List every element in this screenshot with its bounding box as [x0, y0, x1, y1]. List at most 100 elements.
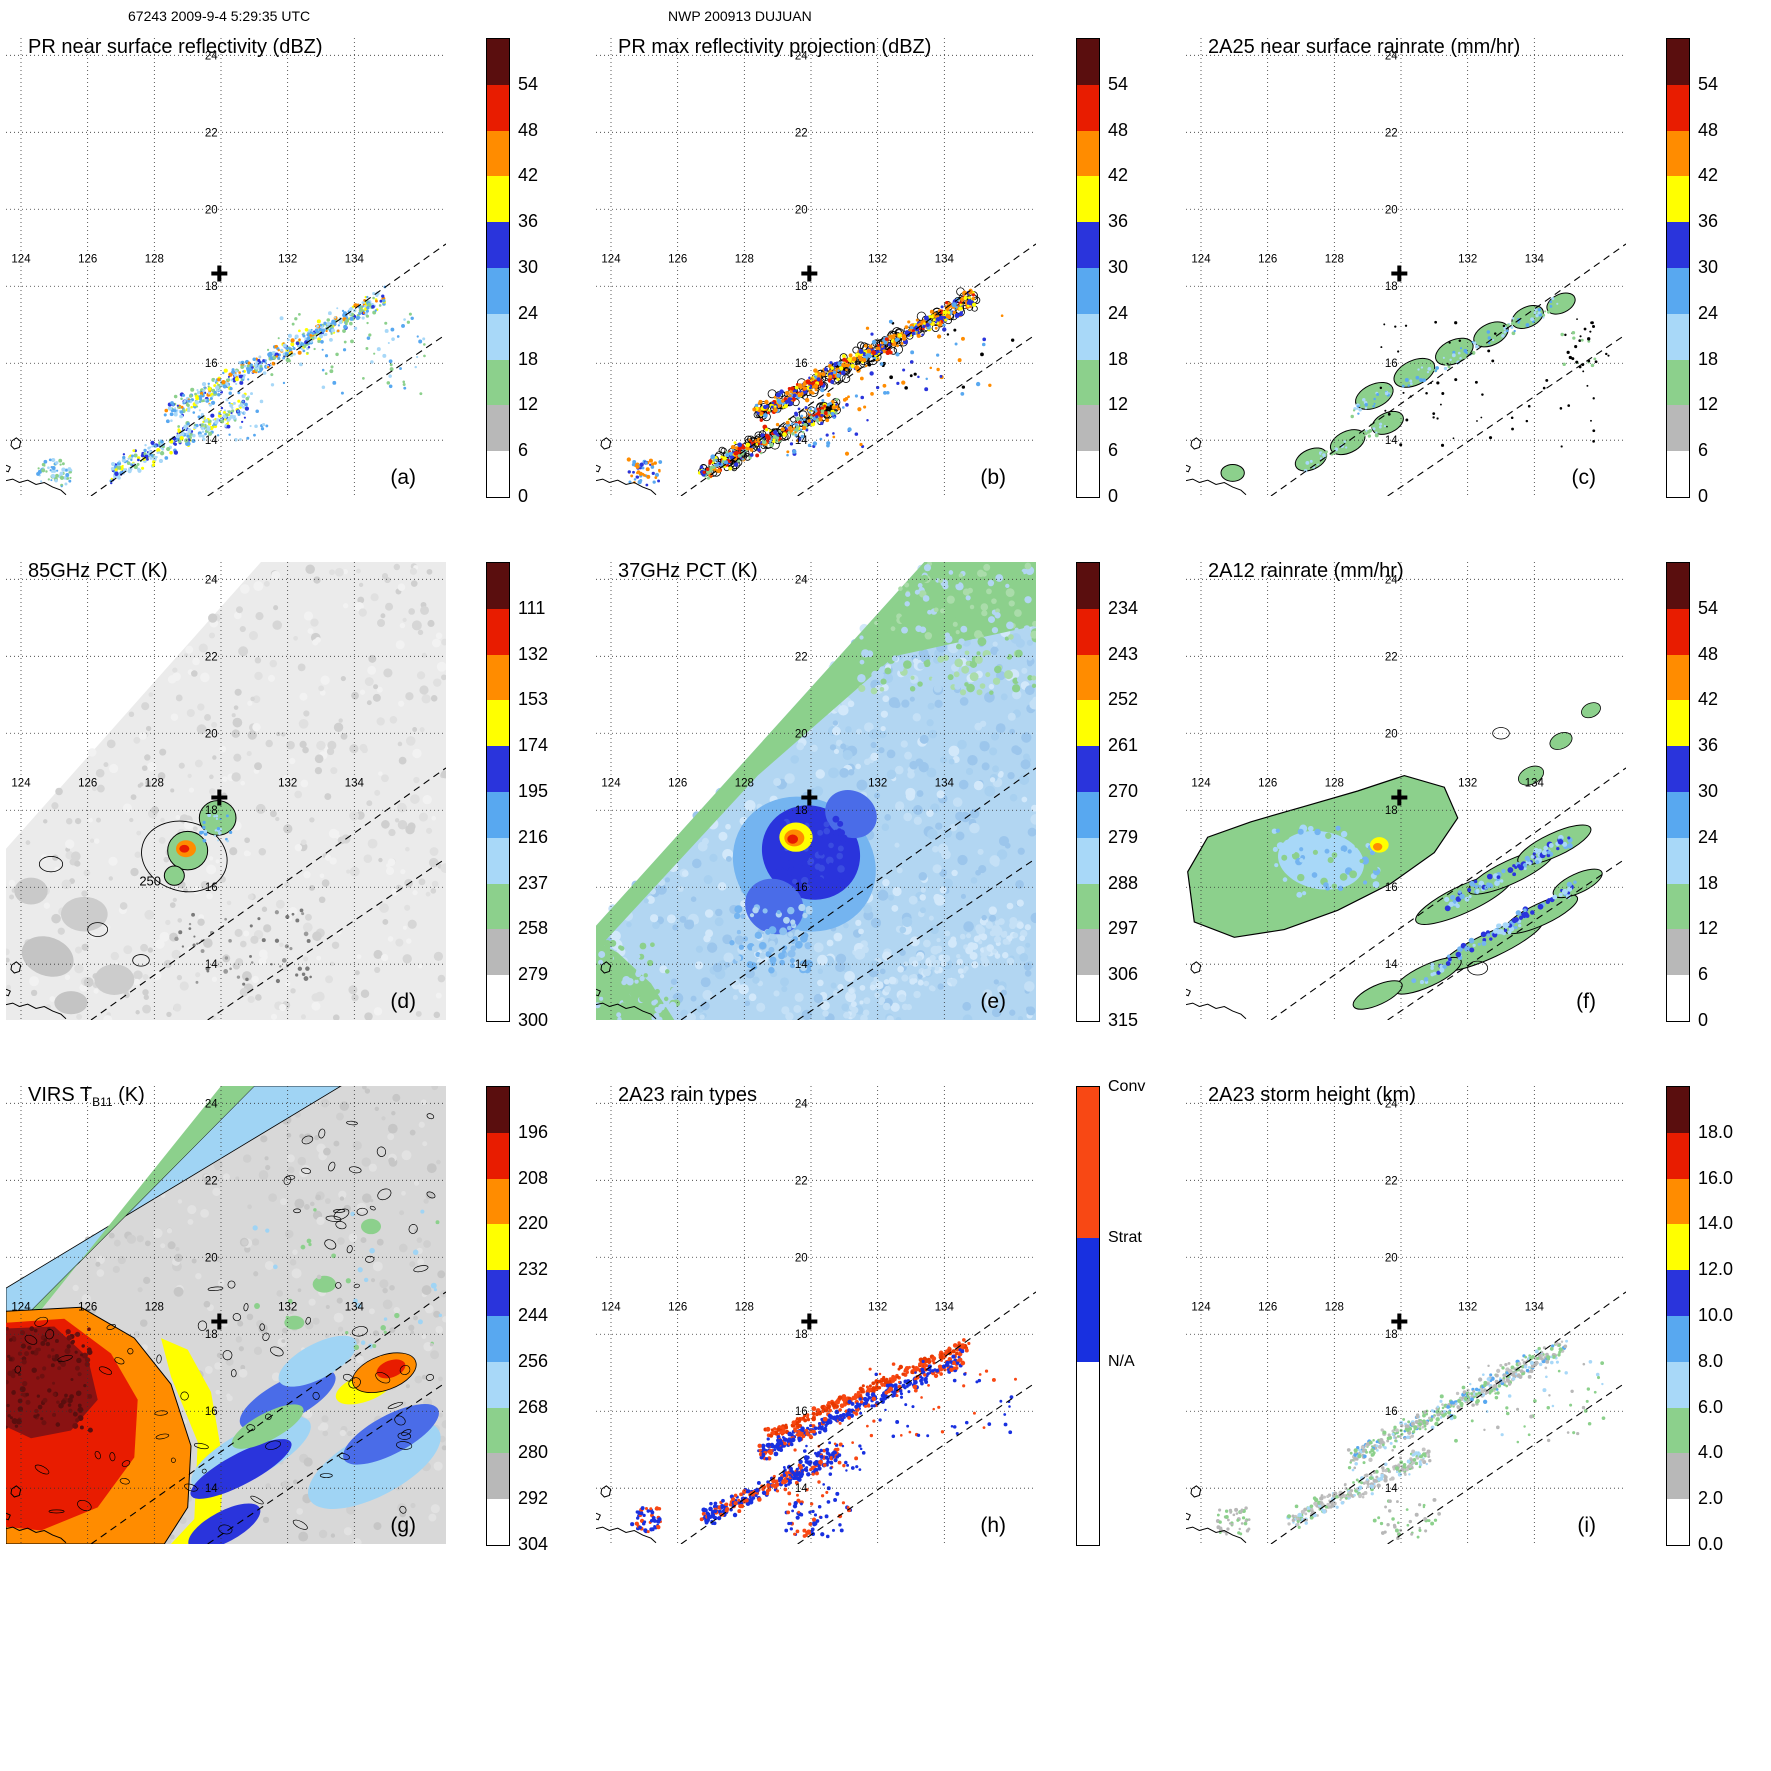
- map-circle: [1297, 828, 1304, 835]
- map-circle: [409, 1261, 416, 1268]
- map-circle: [415, 1010, 422, 1017]
- map-circle: [239, 438, 242, 441]
- map-circle: [875, 385, 880, 390]
- map-circle: [632, 470, 635, 474]
- map-circle: [1339, 850, 1345, 857]
- map-circle: [320, 675, 330, 685]
- map-circle: [953, 671, 960, 678]
- map-circle: [228, 830, 233, 834]
- map-circle: [1515, 910, 1522, 916]
- map-circle: [1457, 351, 1461, 355]
- map-circle: [951, 982, 956, 987]
- map-circle: [275, 899, 285, 909]
- map-circle: [1373, 402, 1376, 405]
- map-circle: [352, 1140, 362, 1151]
- map-circle: [298, 718, 309, 729]
- map-circle: [845, 726, 852, 733]
- map-text: 22: [795, 651, 808, 663]
- map-circle: [74, 860, 81, 867]
- map-circle: [950, 936, 957, 943]
- map-circle: [1405, 418, 1409, 422]
- map-circle: [1402, 375, 1406, 380]
- map-circle: [965, 595, 971, 601]
- map-circle: [1537, 903, 1544, 910]
- map-circle: [658, 460, 663, 464]
- map-circle: [277, 348, 280, 352]
- panel-title-text: 2A12 rainrate (mm/hr): [1208, 560, 1404, 582]
- map-circle: [1021, 667, 1028, 674]
- map-circle: [142, 974, 149, 981]
- map-circle: [869, 960, 881, 972]
- map-circle: [978, 934, 983, 939]
- map-circle: [1562, 841, 1568, 847]
- map-circle: [294, 317, 298, 321]
- map-circle: [923, 980, 930, 987]
- map-circle: [177, 425, 181, 428]
- map-circle: [923, 564, 932, 572]
- map-circle: [201, 430, 205, 433]
- map-circle: [992, 948, 997, 954]
- colorbar-segment: [1667, 654, 1689, 701]
- map-circle: [654, 1007, 660, 1012]
- map-circle: [207, 420, 211, 424]
- map-circle: [301, 912, 305, 916]
- map-circle: [807, 443, 812, 448]
- map-circle: [885, 350, 891, 356]
- map-circle: [1576, 318, 1578, 321]
- map-circle: [787, 949, 796, 958]
- map-circle: [192, 826, 198, 832]
- colorbar-tick: 237: [518, 872, 549, 893]
- map-circle: [948, 570, 954, 575]
- map-circle: [929, 309, 934, 314]
- map-circle: [992, 641, 998, 647]
- map-circle: [859, 1000, 864, 1005]
- map-circle: [1297, 873, 1305, 882]
- map-circle: [1562, 362, 1566, 367]
- map-circle: [888, 335, 891, 339]
- map-circle: [939, 374, 943, 378]
- map-circle: [951, 869, 958, 877]
- map-path: [1190, 437, 1202, 450]
- map-circle: [1442, 356, 1445, 359]
- map-circle: [437, 974, 446, 983]
- map-circle: [207, 385, 210, 388]
- map-circle: [1505, 329, 1509, 333]
- map-circle: [1511, 427, 1514, 431]
- map-circle: [1430, 972, 1435, 977]
- map-text: 132: [278, 253, 297, 265]
- map-circle: [113, 1239, 121, 1247]
- map-circle: [416, 671, 426, 680]
- map-circle: [270, 963, 273, 966]
- map-circle: [225, 814, 229, 818]
- map-circle: [61, 462, 65, 466]
- colorbar-segment: [487, 268, 509, 314]
- map-circle: [734, 905, 743, 914]
- map-circle: [662, 1002, 668, 1008]
- map-circle: [324, 1198, 331, 1204]
- map-circle: [809, 386, 812, 390]
- map-circle: [388, 828, 396, 837]
- colorbar-tick: 279: [518, 964, 549, 985]
- map-circle: [879, 968, 886, 975]
- map-circle: [192, 943, 196, 947]
- map-circle: [299, 908, 304, 913]
- map-circle: [141, 466, 145, 470]
- map-circle: [734, 955, 742, 962]
- map-circle: [1373, 397, 1376, 401]
- map-circle: [733, 458, 743, 467]
- map-circle: [169, 450, 173, 455]
- map-circle: [1435, 366, 1439, 370]
- map-circle: [431, 1086, 439, 1091]
- map-circle: [287, 333, 292, 338]
- colorbar-tick: 24: [1698, 302, 1719, 323]
- map-circle: [966, 683, 975, 693]
- map-circle: [329, 857, 337, 865]
- map-circle: [440, 863, 446, 874]
- map-circle: [779, 389, 784, 394]
- map-circle: [994, 953, 1001, 959]
- map-circle: [611, 972, 620, 981]
- map-circle: [951, 302, 957, 308]
- map-text: 128: [735, 777, 754, 789]
- map-circle: [418, 878, 426, 886]
